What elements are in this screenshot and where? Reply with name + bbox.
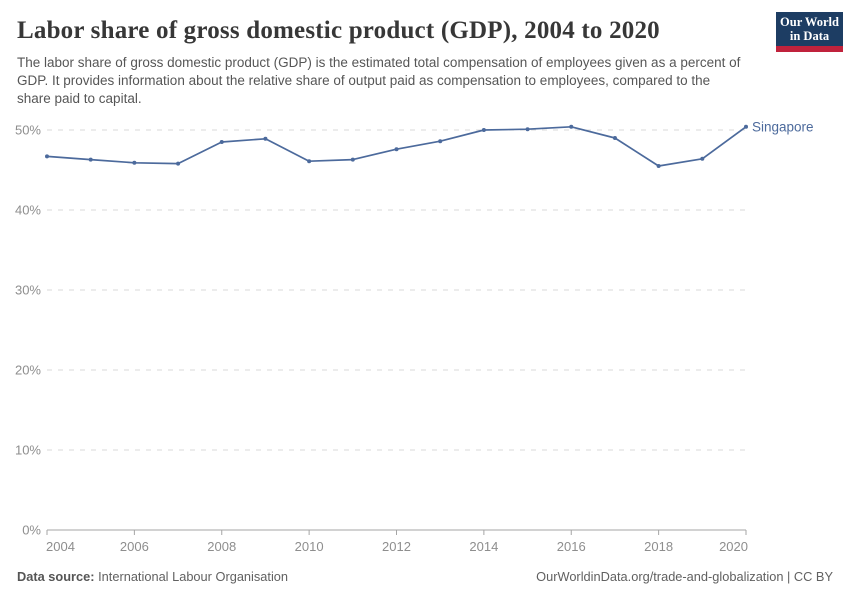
x-axis-tick-label: 2004 bbox=[46, 539, 75, 554]
owid-logo[interactable]: Our World in Data bbox=[776, 12, 843, 52]
data-point[interactable] bbox=[744, 124, 748, 129]
data-point[interactable] bbox=[525, 127, 530, 132]
data-point[interactable] bbox=[612, 136, 617, 140]
y-axis-tick-label: 10% bbox=[15, 443, 41, 458]
data-source-value: International Labour Organisation bbox=[98, 569, 289, 584]
y-axis-tick-label: 50% bbox=[15, 123, 41, 138]
data-point[interactable] bbox=[350, 157, 355, 162]
data-point[interactable] bbox=[176, 161, 181, 166]
y-axis-tick-label: 40% bbox=[15, 203, 41, 218]
data-point[interactable] bbox=[132, 160, 137, 165]
x-axis-tick-label: 2012 bbox=[382, 539, 411, 554]
x-axis-tick-label: 2010 bbox=[295, 539, 324, 554]
data-point[interactable] bbox=[656, 164, 661, 168]
data-point[interactable] bbox=[88, 157, 93, 162]
data-point[interactable] bbox=[45, 154, 49, 159]
x-axis-tick-label: 2014 bbox=[469, 539, 498, 554]
owid-logo-line1: Our World bbox=[780, 15, 839, 29]
owid-logo-line2: in Data bbox=[789, 29, 830, 43]
x-axis-tick-label: 2016 bbox=[557, 539, 586, 554]
y-axis-tick-label: 30% bbox=[15, 283, 41, 298]
data-point[interactable] bbox=[481, 128, 486, 132]
footer-citation[interactable]: OurWorldinData.org/trade-and-globalizati… bbox=[536, 569, 833, 584]
y-axis-tick-label: 20% bbox=[15, 363, 41, 378]
x-axis-tick-label: 2008 bbox=[207, 539, 236, 554]
y-axis-tick-label: 0% bbox=[22, 523, 41, 538]
data-point[interactable] bbox=[438, 139, 443, 144]
chart-footer: Data source: International Labour Organi… bbox=[17, 569, 833, 585]
x-axis-tick-label: 2020 bbox=[719, 539, 748, 554]
data-point[interactable] bbox=[219, 140, 224, 144]
line-series[interactable] bbox=[46, 125, 747, 167]
series-entity-label[interactable]: Singapore bbox=[752, 119, 814, 134]
data-point[interactable] bbox=[263, 136, 268, 141]
data-source: Data source: International Labour Organi… bbox=[17, 569, 288, 585]
data-point[interactable] bbox=[307, 159, 312, 164]
chart-subtitle: The labor share of gross domestic produc… bbox=[17, 55, 741, 106]
x-axis-tick-label: 2006 bbox=[120, 539, 149, 554]
data-point[interactable] bbox=[394, 147, 399, 152]
page-title: Labor share of gross domestic product (G… bbox=[17, 17, 660, 44]
data-point[interactable] bbox=[569, 124, 574, 129]
x-axis-tick-label: 2018 bbox=[644, 539, 673, 554]
data-point[interactable] bbox=[700, 156, 705, 161]
data-source-label: Data source: bbox=[17, 569, 95, 584]
